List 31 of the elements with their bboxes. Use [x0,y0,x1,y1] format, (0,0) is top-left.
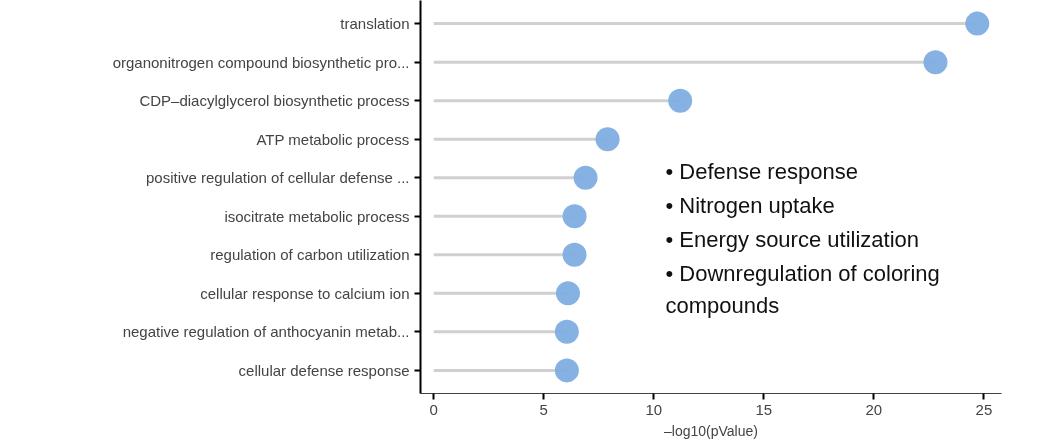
point [555,281,580,306]
point [923,50,948,75]
x-tick-label: 10 [645,400,663,418]
point [554,319,579,344]
annotation: • Energy source utilization [665,226,919,252]
y-tick-label: positive regulation of cellular defense ... [146,169,410,187]
point [595,127,620,152]
y-tick-label: negative regulation of anthocyanin metab... [122,323,410,341]
y-tick-label: organonitrogen compound biosynthetic pro... [112,53,410,71]
y-tick-label: ATP metabolic process [256,130,410,148]
x-tick-label: 0 [429,400,438,418]
annotation: • Defense response [665,158,858,184]
annotation: • Downregulation of coloring compounds [665,260,940,318]
x-tick-label: 20 [865,400,883,418]
x-tick-label: 5 [539,400,548,418]
point [573,165,598,190]
point [562,204,587,229]
y-tick-label: regulation of carbon utilization [210,246,410,264]
point [562,242,587,267]
y-tick-label: translation [340,15,410,33]
y-tick-label: isocitrate metabolic process [224,207,410,225]
y-tick-label: CDP–diacylglycerol biosynthetic process [139,92,410,110]
point [965,11,990,36]
annotation: • Nitrogen uptake [665,192,835,218]
x-tick-label: 15 [755,400,773,418]
x-tick-label: 25 [975,400,993,418]
point [554,358,579,383]
y-tick-label: cellular response to calcium ion [200,284,410,302]
x-axis-title: –log10(pValue) [664,422,758,439]
y-tick-label: cellular defense response [238,361,410,379]
point [668,88,693,113]
